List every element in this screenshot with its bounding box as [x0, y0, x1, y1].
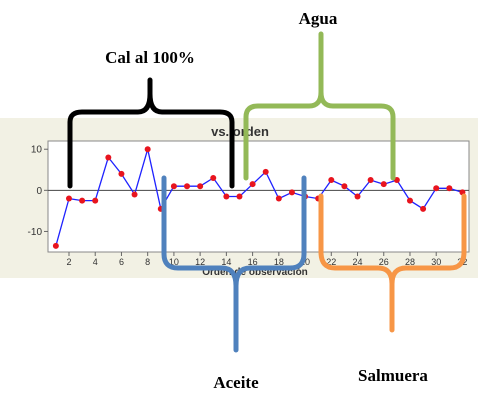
- data-point: [406, 197, 413, 204]
- x-tick-label: 8: [145, 257, 150, 267]
- data-point: [65, 195, 72, 202]
- chart-title: vs. orden: [211, 124, 269, 139]
- x-tick-label: 16: [248, 257, 258, 267]
- x-axis-label: Orden de observación: [202, 267, 308, 278]
- data-point: [275, 195, 282, 202]
- agua-brace: [243, 31, 396, 181]
- x-tick-label: 10: [169, 257, 179, 267]
- data-point: [262, 168, 269, 175]
- salmuera-label: Salmuera: [358, 366, 428, 385]
- data-point: [52, 242, 59, 249]
- agua-label: Agua: [299, 9, 338, 28]
- aceite-label: Aceite: [213, 373, 259, 392]
- data-point: [420, 205, 427, 212]
- salmuera-brace: [318, 193, 467, 333]
- cal-label: Cal al 100%: [105, 48, 195, 67]
- data-point: [328, 177, 335, 184]
- x-tick-label: 6: [119, 257, 124, 267]
- y-tick-label: 10: [31, 145, 43, 156]
- aceite-brace: [161, 175, 307, 353]
- x-tick-label: 4: [93, 257, 98, 267]
- data-point: [131, 191, 138, 198]
- x-tick-label: 26: [379, 257, 389, 267]
- data-point: [144, 146, 151, 153]
- data-point: [354, 193, 361, 200]
- data-point: [446, 185, 453, 192]
- data-point: [380, 181, 387, 188]
- data-point: [223, 193, 230, 200]
- x-tick-label: 14: [221, 257, 231, 267]
- data-point: [92, 197, 99, 204]
- y-tick-label: -10: [28, 227, 43, 238]
- residual-series: [52, 146, 466, 249]
- data-point: [197, 183, 204, 190]
- x-tick-label: 30: [431, 257, 441, 267]
- data-point: [79, 197, 86, 204]
- x-tick-label: 24: [353, 257, 363, 267]
- data-point: [249, 181, 256, 188]
- data-point: [433, 185, 440, 192]
- data-point: [341, 183, 348, 190]
- data-point: [288, 189, 295, 196]
- data-point: [367, 177, 374, 184]
- data-point: [236, 193, 243, 200]
- data-point: [170, 183, 177, 190]
- data-point: [210, 175, 217, 181]
- x-tick-label: 2: [66, 257, 71, 267]
- data-point: [184, 183, 191, 190]
- x-tick-label: 12: [195, 257, 205, 267]
- plot-area: [47, 140, 470, 253]
- y-axis: 10 0 -10: [28, 145, 48, 238]
- cal-brace: [67, 77, 235, 189]
- data-point: [105, 154, 112, 161]
- x-tick-label: 28: [405, 257, 415, 267]
- x-tick-label: 22: [326, 257, 336, 267]
- x-tick-label: 18: [274, 257, 284, 267]
- data-point: [118, 170, 125, 177]
- y-tick-label: 0: [36, 186, 42, 197]
